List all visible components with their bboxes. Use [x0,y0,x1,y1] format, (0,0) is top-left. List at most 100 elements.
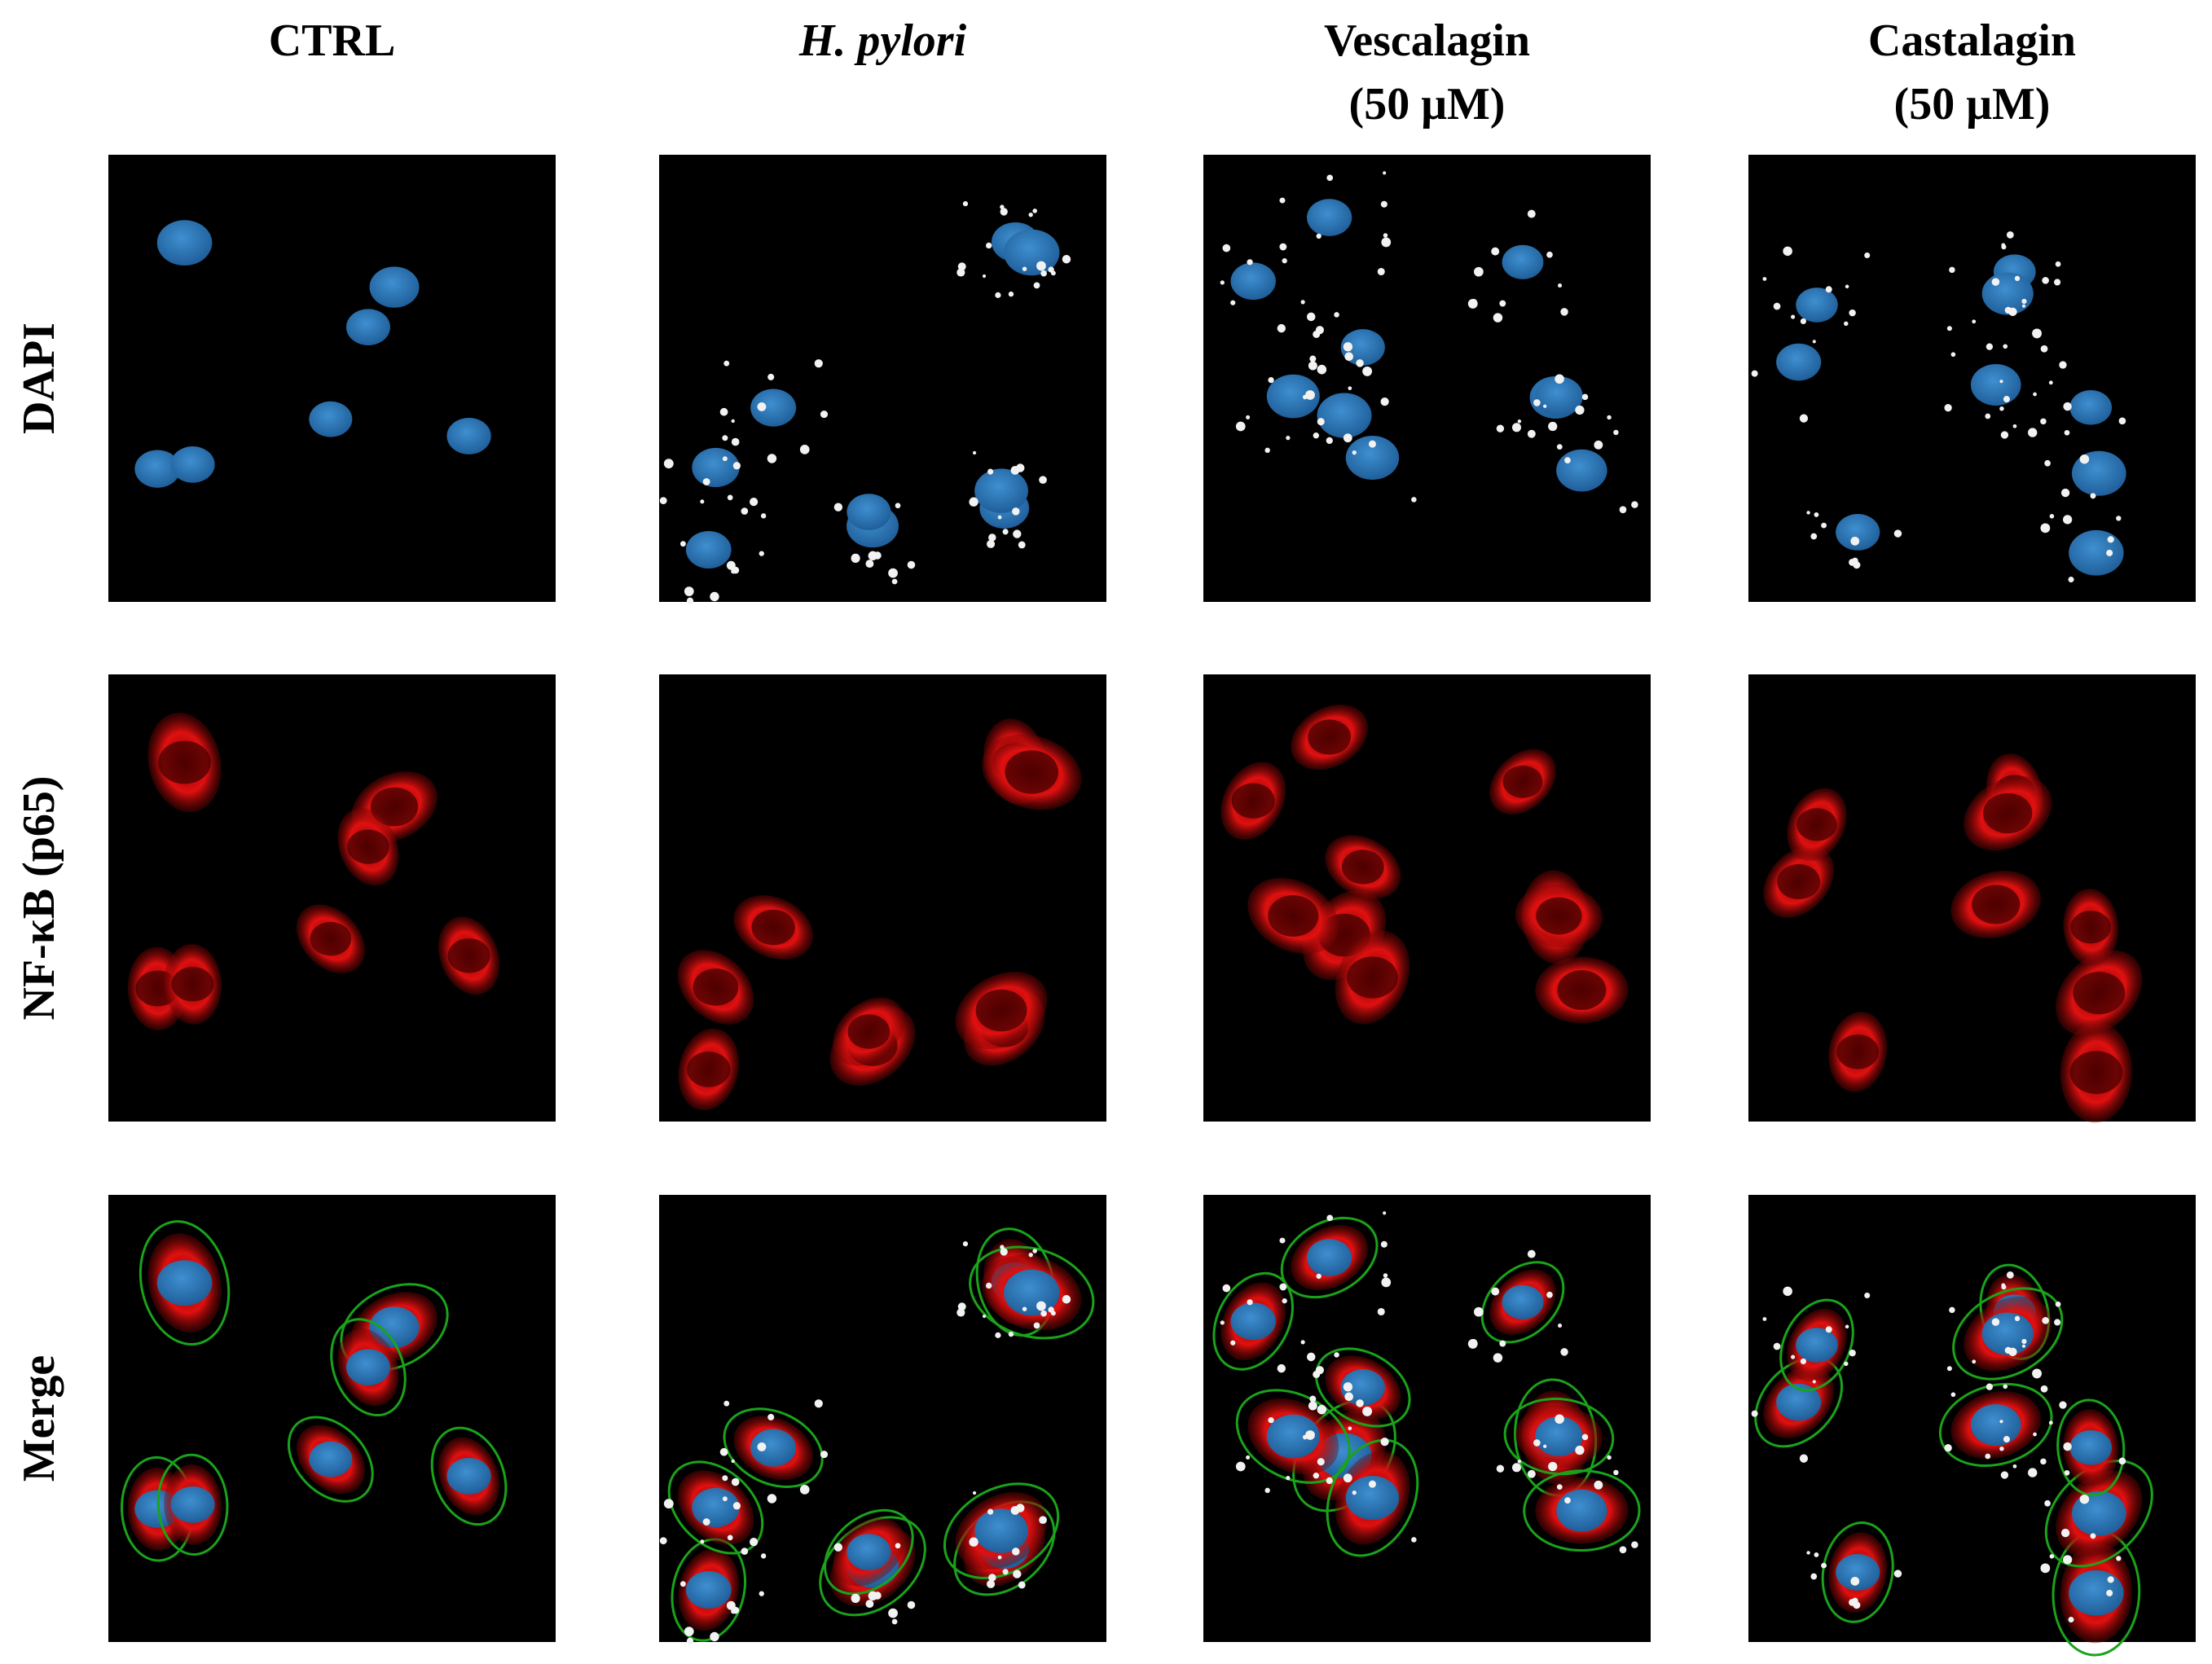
bacterium [2060,1528,2070,1538]
bacterium [1946,1366,1952,1372]
panel-content [659,1227,1095,1644]
bacterium [1944,404,1952,412]
bacterium [1844,321,1849,327]
bacterium [1821,522,1827,529]
bacterium [2116,516,2122,521]
bacterium [2003,1384,2008,1390]
bacterium [1247,259,1253,266]
bacterium [1821,1562,1827,1569]
bacterium [2040,1385,2048,1393]
cell-outline [430,1426,508,1526]
bacterium [767,1413,775,1420]
bacterium [969,497,978,507]
bacterium [719,407,728,416]
bacterium [1845,1324,1849,1329]
nucleus-shadow [975,989,1027,1032]
nucleus [974,468,1028,513]
nucleus [446,1457,491,1495]
bacterium [1377,267,1385,276]
bacterium [1315,1366,1324,1375]
bacterium [962,201,969,207]
bacterium [1491,247,1500,256]
bacterium [1235,1461,1246,1472]
nucleus [974,1508,1028,1553]
bacterium [659,1537,667,1545]
bacterium [2055,261,2061,267]
bacterium [1013,1570,1022,1578]
nucleus [1230,262,1276,301]
bacterium [851,1593,860,1603]
bacterium [1581,1433,1589,1441]
bacterium [987,539,996,548]
bacterium [814,359,823,368]
micrograph [1203,155,1651,602]
bacterium [767,454,777,463]
bacterium [1300,300,1305,305]
panel-content [120,1220,508,1562]
bacterium [1762,1317,1767,1321]
bacterium [1022,266,1027,271]
bacterium [731,569,736,574]
bacterium [995,292,1001,298]
bacterium [1499,300,1506,307]
nucleus [750,1429,797,1467]
bacterium [2014,275,2021,282]
bacterium [2006,1271,2014,1279]
bacterium [2008,307,2017,317]
bacterium [1556,1484,1563,1490]
bacterium [2001,244,2007,250]
bacterium [1277,323,1286,333]
bacterium [1268,1417,1274,1424]
micrograph [1748,674,2196,1123]
bacterium [2118,1457,2126,1465]
bacterium [1309,355,1317,362]
bacterium [684,1627,694,1636]
bacterium [1334,1352,1339,1358]
row-label: Merge [14,1355,64,1482]
micrograph [108,1195,556,1642]
bacterium [987,1579,996,1588]
bacterium [888,568,898,578]
panel-content [1220,171,1638,514]
nucleus [847,1534,891,1570]
bacterium [1411,1537,1417,1543]
bacterium [2064,1469,2070,1476]
bacterium [2028,428,2038,437]
bacterium [741,507,749,515]
bacterium [1849,1349,1856,1357]
bacterium [1558,283,1563,288]
bacterium [1279,1237,1286,1244]
bacterium [1806,1551,1810,1555]
bacterium [1527,1249,1536,1258]
bacterium [986,242,992,249]
bacterium [2044,459,2051,467]
bacterium [1222,244,1231,252]
cell-outline [1280,1216,1379,1299]
bacterium [1864,1293,1871,1299]
bacterium [757,1442,767,1451]
bacterium [1352,450,1357,455]
nucleus-shadow [370,787,419,827]
nucleus [1970,1404,2021,1446]
bacterium [1279,197,1286,204]
bacterium [1032,1249,1037,1253]
nucleus [692,447,740,488]
bacterium [1286,436,1291,441]
bacterium [1306,312,1316,322]
bacterium [1527,429,1536,438]
nucleus [2069,1429,2113,1465]
bacterium [2012,1464,2017,1469]
bacterium [1493,313,1503,323]
bacterium [1517,1460,1522,1464]
nucleus-shadow [1341,850,1384,885]
cell-outline [139,1220,231,1346]
bacterium [1564,1497,1571,1504]
bacterium [2063,1555,2073,1565]
bacterium [1467,298,1478,309]
bacterium [2063,515,2073,525]
bacterium [2059,1401,2067,1409]
bacterium [2033,392,2037,397]
bacterium [1543,1444,1547,1448]
bacterium [1220,280,1225,285]
bacterium [684,586,694,596]
